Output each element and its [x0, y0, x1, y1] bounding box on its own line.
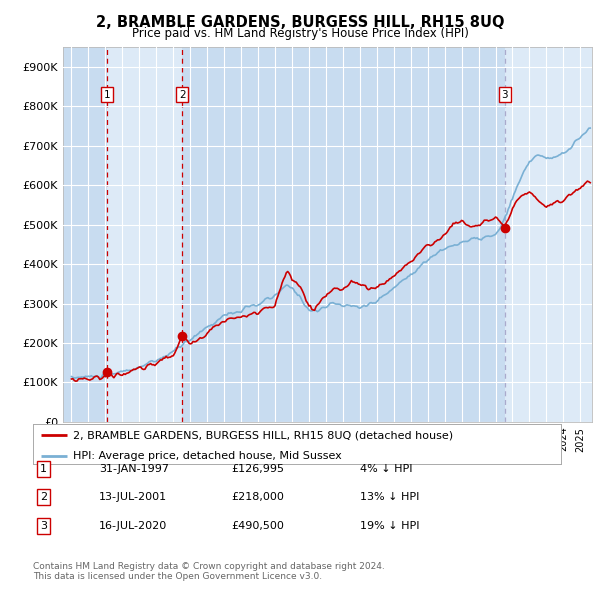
Text: £218,000: £218,000: [231, 493, 284, 502]
Text: 4% ↓ HPI: 4% ↓ HPI: [360, 464, 413, 474]
Text: 19% ↓ HPI: 19% ↓ HPI: [360, 521, 419, 530]
Text: HPI: Average price, detached house, Mid Sussex: HPI: Average price, detached house, Mid …: [73, 451, 341, 461]
Bar: [107, 47, 182, 422]
Text: 13-JUL-2001: 13-JUL-2001: [99, 493, 167, 502]
Text: 3: 3: [40, 521, 47, 530]
Text: 13% ↓ HPI: 13% ↓ HPI: [360, 493, 419, 502]
Bar: [182, 47, 505, 422]
Text: £126,995: £126,995: [231, 464, 284, 474]
Bar: [63, 47, 107, 422]
Text: 3: 3: [502, 90, 508, 100]
Text: 1: 1: [103, 90, 110, 100]
Text: 31-JAN-1997: 31-JAN-1997: [99, 464, 169, 474]
Text: £490,500: £490,500: [231, 521, 284, 530]
Text: 1: 1: [40, 464, 47, 474]
Text: 2: 2: [40, 493, 47, 502]
Text: 2: 2: [179, 90, 186, 100]
Text: 2, BRAMBLE GARDENS, BURGESS HILL, RH15 8UQ (detached house): 2, BRAMBLE GARDENS, BURGESS HILL, RH15 8…: [73, 431, 453, 441]
Text: 2, BRAMBLE GARDENS, BURGESS HILL, RH15 8UQ: 2, BRAMBLE GARDENS, BURGESS HILL, RH15 8…: [96, 15, 504, 30]
Bar: [505, 47, 592, 422]
Text: Contains HM Land Registry data © Crown copyright and database right 2024.
This d: Contains HM Land Registry data © Crown c…: [33, 562, 385, 581]
Text: 16-JUL-2020: 16-JUL-2020: [99, 521, 167, 530]
Text: Price paid vs. HM Land Registry's House Price Index (HPI): Price paid vs. HM Land Registry's House …: [131, 27, 469, 40]
